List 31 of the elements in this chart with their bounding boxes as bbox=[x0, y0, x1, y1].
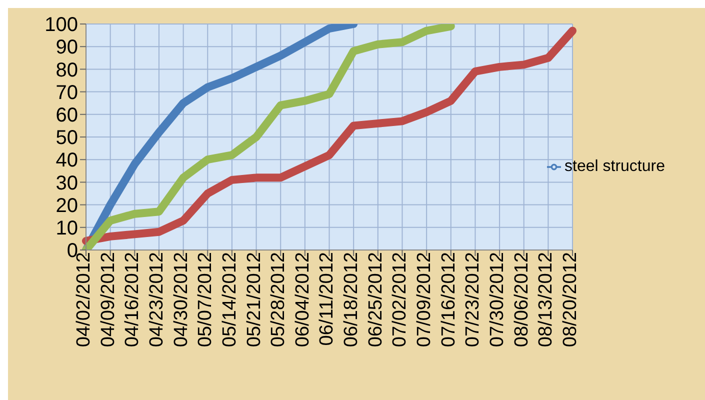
y-tick-label: 10 bbox=[56, 218, 78, 240]
x-tick-label: 04/30/2012 bbox=[170, 252, 192, 348]
x-tick-label: 06/25/2012 bbox=[365, 252, 386, 348]
x-tick-label: 05/21/2012 bbox=[244, 252, 265, 348]
y-tick-label: 80 bbox=[56, 59, 78, 82]
y-tick-label: 20 bbox=[56, 194, 78, 217]
y-tick-label: 90 bbox=[56, 36, 78, 59]
x-tick-label: 04/23/2012 bbox=[146, 252, 168, 348]
x-tick-label: 07/09/2012 bbox=[414, 252, 436, 348]
x-tick-label: 07/30/2012 bbox=[487, 252, 508, 348]
x-tick-label: 06/11/2012 bbox=[316, 252, 338, 346]
x-tick-label: 08/06/2012 bbox=[511, 252, 532, 348]
legend-label: steel structure bbox=[564, 158, 665, 175]
y-tick-label: 30 bbox=[56, 172, 78, 194]
x-tick-label: 07/02/2012 bbox=[390, 252, 411, 348]
x-tick-label: 04/09/2012 bbox=[98, 252, 119, 348]
x-tick-label: 04/16/2012 bbox=[122, 252, 144, 348]
y-tick-label: 100 bbox=[44, 14, 78, 36]
x-tick-label: 08/20/2012 bbox=[560, 252, 582, 348]
x-tick-label: 07/16/2012 bbox=[438, 252, 460, 348]
y-tick-label: 40 bbox=[56, 150, 78, 172]
x-tick-label: 08/13/2012 bbox=[536, 252, 557, 348]
x-tick-label: 07/23/2012 bbox=[462, 252, 484, 348]
x-tick-label: 06/04/2012 bbox=[292, 252, 314, 348]
x-tick-label: 05/07/2012 bbox=[195, 252, 216, 348]
y-tick-label: 50 bbox=[56, 127, 78, 150]
y-tick-label: 60 bbox=[56, 104, 78, 126]
y-tick-label: 70 bbox=[56, 82, 78, 104]
x-tick-label: 06/18/2012 bbox=[341, 252, 362, 348]
x-tick-label: 05/28/2012 bbox=[268, 252, 290, 348]
x-tick-label: 05/14/2012 bbox=[219, 252, 240, 348]
